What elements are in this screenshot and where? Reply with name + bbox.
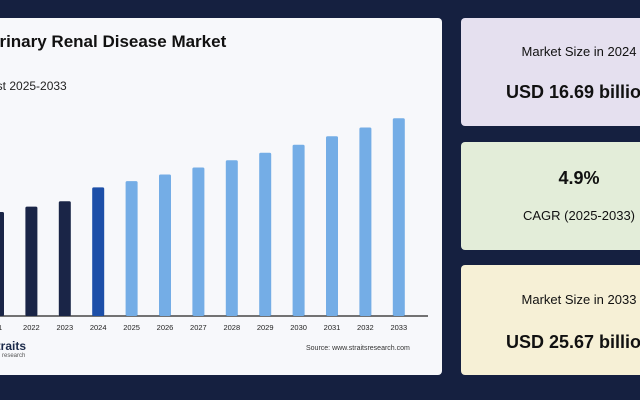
x-tick-label: 2026 — [157, 323, 174, 332]
x-tick-label: 21 — [0, 323, 2, 332]
bar-2030 — [292, 144, 305, 316]
x-tick-label: 2024 — [90, 323, 107, 332]
x-tick-label: 2029 — [257, 323, 274, 332]
x-tick-label: 2023 — [56, 323, 73, 332]
bar-2025 — [125, 181, 138, 316]
bar-2023 — [58, 201, 71, 316]
bar-2022 — [25, 206, 38, 316]
bar-21 — [0, 212, 4, 316]
x-tick-label: 2032 — [357, 323, 374, 332]
market-size-2033-card: Market Size in 2033 USD 25.67 billion — [461, 265, 640, 375]
x-tick-label: 2031 — [324, 323, 341, 332]
bar-2028 — [225, 160, 238, 316]
x-tick-label: 2030 — [290, 323, 307, 332]
bar-chart: 21 2022 2023 2024 2025 2026 2027 2028 2029 2030 20… — [0, 118, 428, 332]
x-tick-label: 2022 — [23, 323, 40, 332]
x-tick-label: 2028 — [223, 323, 240, 332]
chart-panel: erinary Renal Disease Market ast 2025-20… — [0, 18, 442, 375]
source-note: Source: www.straitsresearch.com — [306, 345, 410, 352]
card-value: USD 25.67 billion — [505, 332, 640, 352]
card-label: CAGR (2025-2033) — [523, 208, 635, 223]
bar-2032 — [359, 127, 372, 316]
card-value: 4.9% — [558, 168, 600, 188]
chart-title: erinary Renal Disease Market — [0, 32, 227, 51]
x-tick-label: 2025 — [123, 323, 140, 332]
bar-2029 — [259, 152, 272, 316]
bar-2033 — [392, 118, 405, 316]
card-label: Market Size in 2033 — [521, 292, 637, 307]
logo-main-text: straits — [0, 339, 27, 353]
market-size-2024-card: Market Size in 2024 USD 16.69 billion — [461, 18, 640, 126]
card-value: USD 16.69 billion — [505, 82, 640, 102]
bar-2026 — [159, 174, 171, 316]
bar-2027 — [192, 167, 205, 316]
chart-subtitle: ast 2025-2033 — [0, 79, 67, 93]
x-tick-label: 2027 — [190, 323, 207, 332]
cagr-card: 4.9% CAGR (2025-2033) — [461, 142, 640, 250]
logo-sub-text: research — [2, 353, 26, 359]
card-label: Market Size in 2024 — [521, 44, 637, 59]
x-tick-label: 2033 — [390, 323, 407, 332]
straits-research-logo: straits research — [0, 340, 26, 359]
bar-2024 — [92, 187, 105, 316]
bar-2031 — [326, 136, 338, 316]
